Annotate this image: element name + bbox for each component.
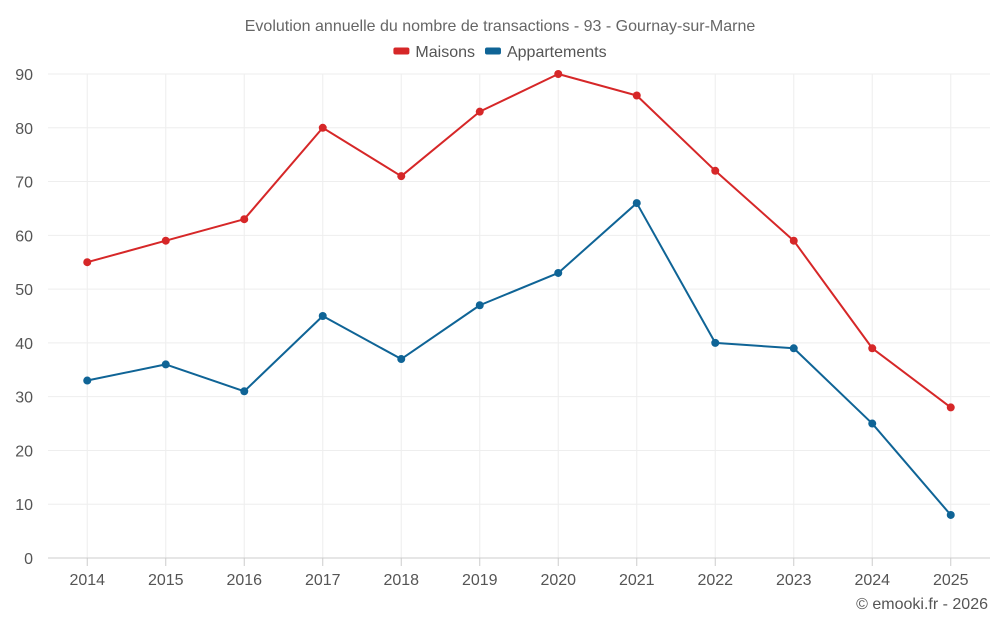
series-line — [87, 202, 952, 516]
data-point[interactable] — [397, 355, 406, 364]
y-tick-label: 70 — [15, 175, 33, 192]
data-point[interactable] — [946, 403, 955, 412]
x-tick-label: 2025 — [933, 572, 969, 589]
x-tick-label: 2024 — [854, 572, 890, 589]
data-point[interactable] — [554, 268, 563, 277]
data-point[interactable] — [789, 344, 798, 353]
y-tick-label: 30 — [15, 390, 33, 407]
legend-label: Appartements — [507, 44, 607, 61]
data-point[interactable] — [946, 510, 955, 519]
legend: Maisons Appartements — [393, 44, 607, 61]
y-tick-label: 80 — [15, 121, 33, 138]
data-point[interactable] — [868, 344, 877, 353]
x-tick-label: 2019 — [462, 572, 498, 589]
y-tick-label: 20 — [15, 443, 33, 460]
series-appartements — [83, 199, 955, 519]
y-tick-label: 0 — [24, 551, 33, 568]
x-tick-label: 2021 — [619, 572, 655, 589]
data-point[interactable] — [632, 199, 641, 208]
x-axis: 2014 2015 2016 2017 2018 2019 2020 2021 2022 2023… — [48, 557, 990, 589]
data-point[interactable] — [83, 376, 92, 385]
data-point[interactable] — [475, 301, 484, 310]
data-point[interactable] — [161, 236, 170, 245]
data-point[interactable] — [632, 91, 641, 100]
legend-label: Maisons — [415, 44, 475, 61]
legend-swatch — [484, 47, 501, 55]
y-tick-label: 90 — [15, 67, 33, 84]
y-tick-label: 40 — [15, 336, 33, 353]
data-point[interactable] — [161, 360, 170, 369]
data-point[interactable] — [83, 258, 92, 267]
data-point[interactable] — [711, 338, 720, 347]
legend-item-appartements[interactable]: Appartements — [484, 44, 607, 61]
y-tick-label: 50 — [15, 282, 33, 299]
series-line — [86, 73, 952, 409]
data-point[interactable] — [868, 419, 877, 428]
data-point[interactable] — [240, 387, 249, 396]
x-tick-label: 2017 — [305, 572, 341, 589]
x-tick-label: 2022 — [697, 572, 733, 589]
data-point[interactable] — [789, 236, 798, 245]
data-point[interactable] — [711, 166, 720, 175]
legend-swatch — [393, 47, 410, 55]
chart-title: Evolution annuelle du nombre de transact… — [245, 18, 756, 35]
data-point[interactable] — [240, 215, 249, 224]
credit-text: © emooki.fr - 2026 — [856, 596, 988, 613]
legend-item-maisons[interactable]: Maisons — [393, 44, 475, 61]
series-layer — [83, 70, 955, 519]
data-point[interactable] — [318, 123, 327, 132]
y-tick-label: 60 — [15, 228, 33, 245]
x-tick-label: 2016 — [226, 572, 262, 589]
y-axis: 0 10 20 30 40 50 60 70 80 90 — [15, 67, 33, 568]
data-point[interactable] — [475, 107, 484, 116]
x-tick-label: 2015 — [148, 572, 184, 589]
x-tick-label: 2020 — [540, 572, 576, 589]
series-maisons — [83, 70, 955, 412]
x-tick-label: 2014 — [69, 572, 105, 589]
data-point[interactable] — [397, 172, 406, 181]
y-tick-label: 10 — [15, 497, 33, 514]
data-point[interactable] — [318, 312, 327, 320]
x-tick-label: 2023 — [776, 572, 812, 589]
data-point[interactable] — [554, 70, 563, 78]
x-tick-label: 2018 — [383, 572, 419, 589]
